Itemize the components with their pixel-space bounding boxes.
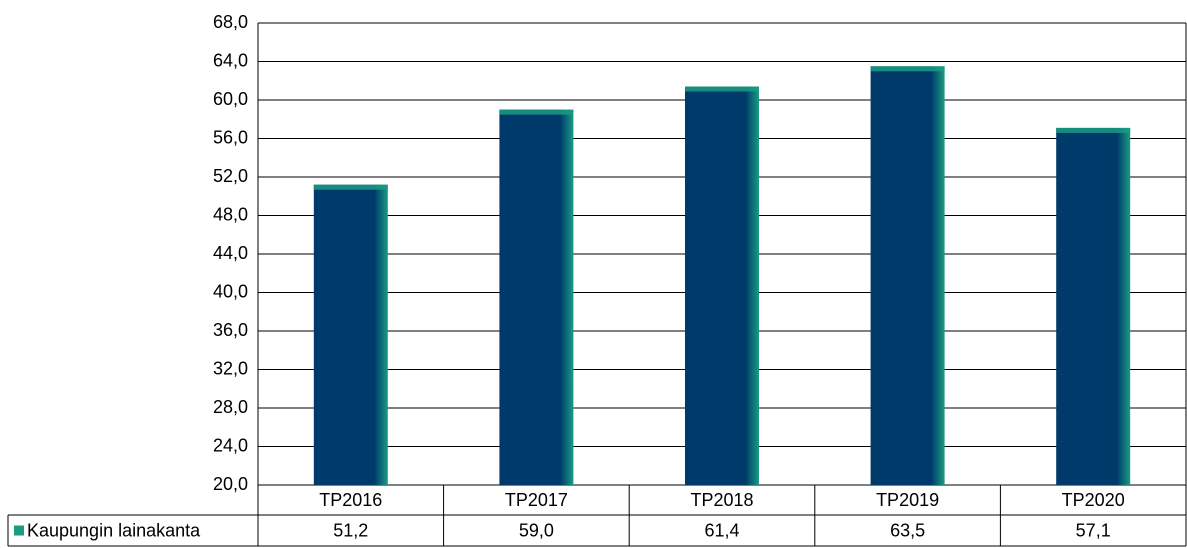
y-tick-label: 28,0 [213, 397, 248, 417]
y-tick-label: 48,0 [213, 204, 248, 224]
table-value: 57,1 [1076, 520, 1111, 540]
y-tick-label: 32,0 [213, 358, 248, 378]
bar-cap [685, 86, 759, 92]
table-value: 61,4 [704, 520, 739, 540]
y-tick-label: 44,0 [213, 243, 248, 263]
x-tick-label: TP2020 [1062, 490, 1125, 510]
x-tick-label: TP2017 [505, 490, 568, 510]
bar-cap [870, 66, 945, 72]
bar [1056, 127, 1131, 485]
legend-label: Kaupungin lainakanta [27, 520, 201, 540]
bar-cap [499, 109, 574, 115]
y-tick-label: 68,0 [213, 12, 248, 32]
legend-marker [14, 525, 24, 536]
y-tick-label: 36,0 [213, 320, 248, 340]
table-value: 63,5 [890, 520, 925, 540]
y-tick-label: 64,0 [213, 50, 248, 70]
table-value: 59,0 [519, 520, 554, 540]
bar [870, 66, 945, 485]
y-tick-label: 52,0 [213, 166, 248, 186]
y-tick-label: 40,0 [213, 281, 248, 301]
bar [499, 109, 574, 485]
bar [685, 86, 759, 486]
y-tick-label: 56,0 [213, 127, 248, 147]
x-tick-label: TP2016 [319, 490, 382, 510]
x-tick-label: TP2018 [690, 490, 753, 510]
bar-cap [1056, 127, 1131, 133]
y-tick-label: 24,0 [213, 435, 248, 455]
y-tick-label: 60,0 [213, 89, 248, 109]
y-tick-label: 20,0 [213, 474, 248, 494]
table-value: 51,2 [333, 520, 368, 540]
bar [313, 184, 388, 485]
x-tick-label: TP2019 [876, 490, 939, 510]
bar-cap [313, 184, 388, 190]
